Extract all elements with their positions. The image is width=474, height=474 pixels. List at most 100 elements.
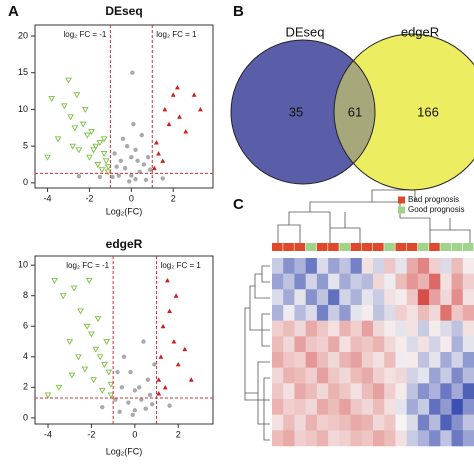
point bbox=[83, 323, 91, 330]
legend-swatch bbox=[398, 196, 405, 204]
row-dendrogram bbox=[244, 265, 270, 441]
point bbox=[147, 167, 153, 172]
heatmap-cell bbox=[440, 430, 452, 447]
heatmap-cell bbox=[440, 320, 452, 337]
heatmap-cell bbox=[339, 305, 351, 321]
point bbox=[102, 158, 110, 165]
heatmap-cell bbox=[272, 258, 284, 274]
heatmap-cell bbox=[440, 367, 452, 384]
point bbox=[96, 354, 104, 361]
annotation-cell bbox=[462, 243, 474, 251]
point bbox=[69, 143, 77, 150]
heatmap-cell bbox=[384, 258, 396, 274]
region-count: 166 bbox=[417, 104, 439, 119]
set-outline bbox=[230, 39, 376, 185]
point bbox=[131, 121, 136, 127]
heatmap-cell bbox=[294, 273, 306, 290]
heatmap-cell bbox=[328, 383, 340, 400]
heatmap-cell bbox=[328, 367, 340, 384]
point bbox=[143, 406, 148, 411]
y-tick-label: 15 bbox=[18, 67, 28, 77]
point bbox=[162, 107, 168, 112]
heatmap-cell bbox=[451, 367, 464, 384]
point bbox=[152, 362, 157, 367]
point bbox=[183, 129, 189, 134]
heatmap-cell bbox=[417, 305, 430, 321]
heatmap-cell bbox=[294, 305, 306, 321]
heatmap-cell bbox=[429, 258, 441, 274]
x-axis-label: Log₂(FC) bbox=[106, 206, 143, 216]
heatmap-cell bbox=[462, 336, 474, 353]
heatmap-cell bbox=[373, 399, 385, 415]
set-label: DEseq bbox=[285, 24, 324, 39]
chart-title: DEseq bbox=[105, 4, 142, 18]
point bbox=[86, 154, 93, 161]
heatmap-cell bbox=[417, 383, 430, 400]
heatmap-cell bbox=[384, 273, 396, 290]
annotation: log₂ FC = 1 bbox=[161, 261, 202, 270]
point bbox=[70, 285, 78, 292]
heatmap-cell bbox=[305, 336, 318, 353]
heatmap-cell bbox=[417, 258, 430, 274]
point bbox=[98, 387, 106, 394]
point bbox=[154, 140, 159, 145]
heatmap-cell bbox=[373, 336, 385, 353]
set-outline bbox=[333, 33, 474, 191]
heatmap-cell bbox=[451, 399, 464, 415]
heatmap-cell bbox=[462, 430, 474, 447]
heatmap-cell bbox=[272, 336, 284, 353]
heatmap-cell bbox=[406, 320, 419, 337]
heatmap-cell bbox=[316, 258, 329, 274]
heatmap-cell bbox=[283, 336, 295, 353]
annotation-cell bbox=[316, 243, 328, 251]
heatmap-cell bbox=[294, 352, 306, 368]
point bbox=[77, 308, 84, 315]
heatmap-cell bbox=[395, 258, 407, 274]
heatmap-cell bbox=[339, 414, 351, 431]
heatmap-cell bbox=[350, 399, 363, 415]
point bbox=[124, 143, 130, 149]
point bbox=[116, 173, 121, 178]
heatmap-cell bbox=[350, 430, 363, 447]
heatmap-cell bbox=[417, 273, 430, 290]
point bbox=[98, 167, 106, 174]
y-tick-label: 10 bbox=[18, 104, 28, 114]
x-tick-label: -4 bbox=[44, 193, 52, 203]
column-dendrogram bbox=[277, 189, 471, 243]
point bbox=[133, 176, 138, 182]
heatmap-cell bbox=[294, 414, 306, 431]
heatmap-cell bbox=[316, 352, 329, 368]
point bbox=[114, 164, 119, 169]
heatmap-cell bbox=[339, 289, 351, 306]
legend-swatch bbox=[398, 206, 405, 214]
heatmap-cell bbox=[305, 383, 318, 400]
point bbox=[104, 169, 112, 176]
heatmap-cell bbox=[316, 320, 329, 337]
point bbox=[156, 151, 161, 156]
heatmap-cell bbox=[328, 336, 340, 353]
heatmap-cell bbox=[350, 273, 363, 290]
point bbox=[48, 95, 56, 102]
y-tick-label: 0 bbox=[23, 412, 28, 422]
heatmap-cell bbox=[429, 289, 441, 306]
heatmap-cell bbox=[283, 289, 295, 306]
heatmap-cell bbox=[339, 367, 351, 384]
heatmap-cell bbox=[361, 320, 374, 337]
heatmap-cell bbox=[462, 289, 474, 306]
heatmap-cell bbox=[395, 367, 407, 384]
heatmap-cell bbox=[440, 305, 452, 321]
heatmap-cell bbox=[429, 414, 441, 431]
heatmap-cell bbox=[328, 352, 340, 368]
y-tick-label: 2 bbox=[23, 382, 28, 392]
heatmap-cell bbox=[283, 305, 295, 321]
heatmap-cell bbox=[339, 336, 351, 353]
heatmap-cell bbox=[451, 414, 464, 431]
heatmap-cell bbox=[294, 430, 306, 447]
annotation-cell bbox=[395, 243, 407, 251]
point bbox=[107, 392, 115, 399]
region-count: 61 bbox=[348, 104, 362, 119]
heatmap-cell bbox=[361, 289, 374, 306]
heatmap-cell bbox=[361, 336, 374, 353]
heatmap-cell bbox=[395, 414, 407, 431]
heatmap-cell bbox=[451, 383, 464, 400]
